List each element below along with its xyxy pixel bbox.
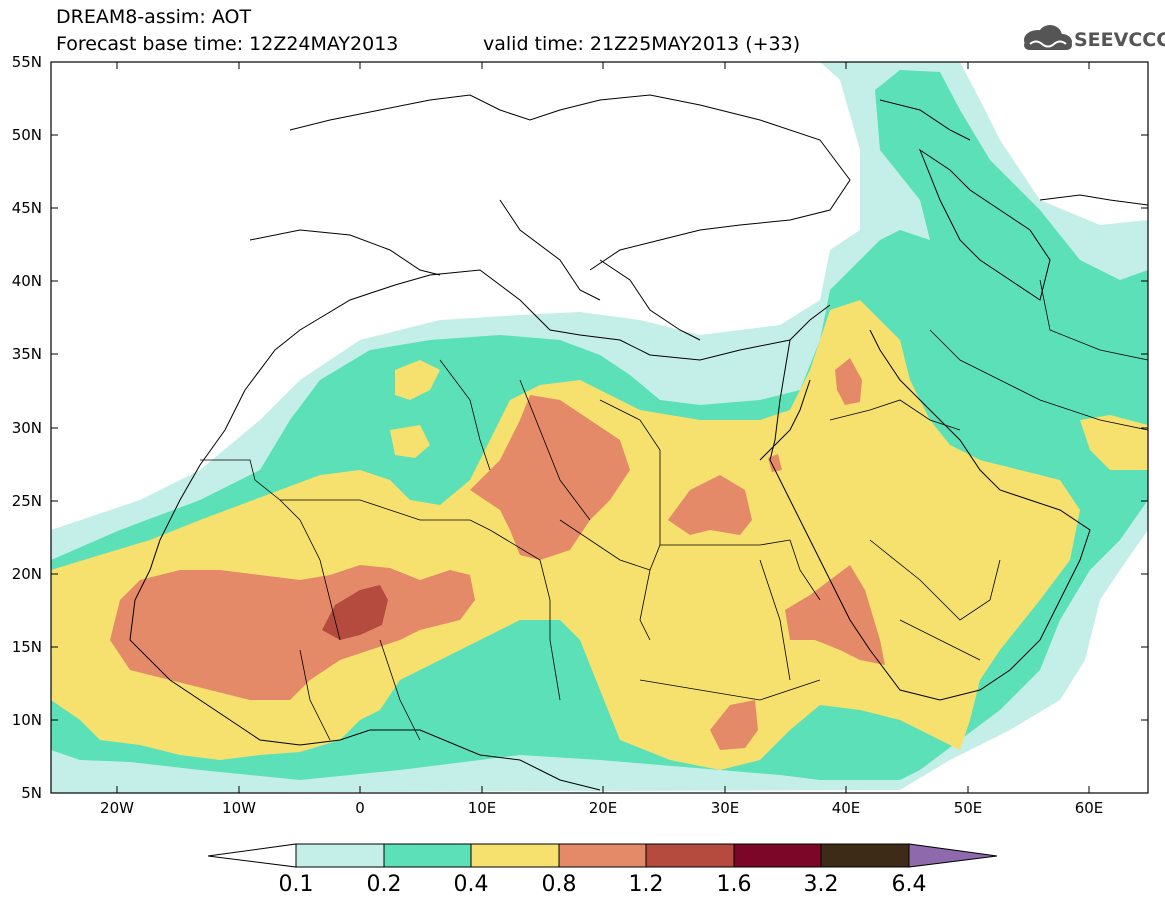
valid-time: valid time: 21Z25MAY2013 (+33) (483, 33, 801, 55)
colorbar-label: 0.1 (278, 872, 314, 897)
lon-label: 40E (831, 799, 861, 817)
aot-0.8-region (835, 358, 862, 405)
lon-ticks (116, 62, 1090, 793)
lat-ticks (51, 61, 1148, 721)
lat-label: 45N (11, 199, 42, 217)
colorbar-label: 3.2 (803, 872, 839, 897)
aot-0.4-region (1080, 415, 1148, 470)
colorbar-label: 0.2 (366, 872, 402, 897)
colorbar-swatch (645, 843, 735, 868)
aot-0.8-region (668, 475, 752, 535)
lat-label: 55N (11, 53, 42, 71)
colorbar-label: 1.6 (716, 872, 752, 897)
aot-0.4-region (390, 425, 430, 458)
seevccc-logo (1024, 25, 1072, 50)
colorbar-over-arrow (908, 843, 998, 868)
colorbar-swatch (470, 843, 560, 868)
forecast-base-time: Forecast base time: 12Z24MAY2013 (56, 33, 399, 55)
lon-label: 10E (467, 799, 497, 817)
aot-0.4-region (395, 360, 440, 400)
aot-0.1-region (51, 750, 110, 793)
lat-label: 25N (11, 492, 42, 510)
aot-field (51, 62, 1148, 793)
aot-0.8-region (470, 395, 630, 560)
lat-label: 40N (11, 272, 42, 290)
lat-label: 50N (11, 126, 42, 144)
lon-label: 50E (953, 799, 983, 817)
country-borders (200, 279, 1148, 741)
colorbar-label: 0.4 (453, 872, 489, 897)
colorbar-label: 1.2 (628, 872, 664, 897)
colorbar-swatch (558, 843, 647, 868)
lat-label: 30N (11, 419, 42, 437)
colorbar-swatch (295, 843, 385, 868)
colorbar-label: 6.4 (891, 872, 927, 897)
colorbar-under-arrow (207, 843, 297, 868)
lat-label: 5N (21, 784, 42, 802)
lon-label: 10W (222, 799, 256, 817)
lon-label: 20E (588, 799, 618, 817)
coastlines (129, 94, 1148, 791)
lat-label: 35N (11, 345, 42, 363)
lon-label: 0 (355, 799, 365, 817)
colorbar-swatch (383, 843, 472, 868)
map-title: DREAM8-assim: AOT (56, 6, 252, 28)
lon-label: 20W (100, 799, 134, 817)
logo-text: SEEVCCC (1074, 29, 1165, 51)
lat-label: 15N (11, 638, 42, 656)
lat-label: 10N (11, 711, 42, 729)
lon-label: 30E (710, 799, 740, 817)
colorbar-swatch (733, 843, 822, 868)
colorbar-swatch (820, 843, 910, 868)
colorbar (207, 843, 998, 868)
colorbar-label: 0.8 (541, 872, 577, 897)
aot-0.8-region (785, 565, 885, 665)
aot-1.2-region (322, 585, 388, 640)
lon-label: 60E (1074, 799, 1104, 817)
aot-0.8-region (710, 700, 758, 750)
lat-label: 20N (11, 565, 42, 583)
aot-0.8-region (768, 454, 782, 472)
